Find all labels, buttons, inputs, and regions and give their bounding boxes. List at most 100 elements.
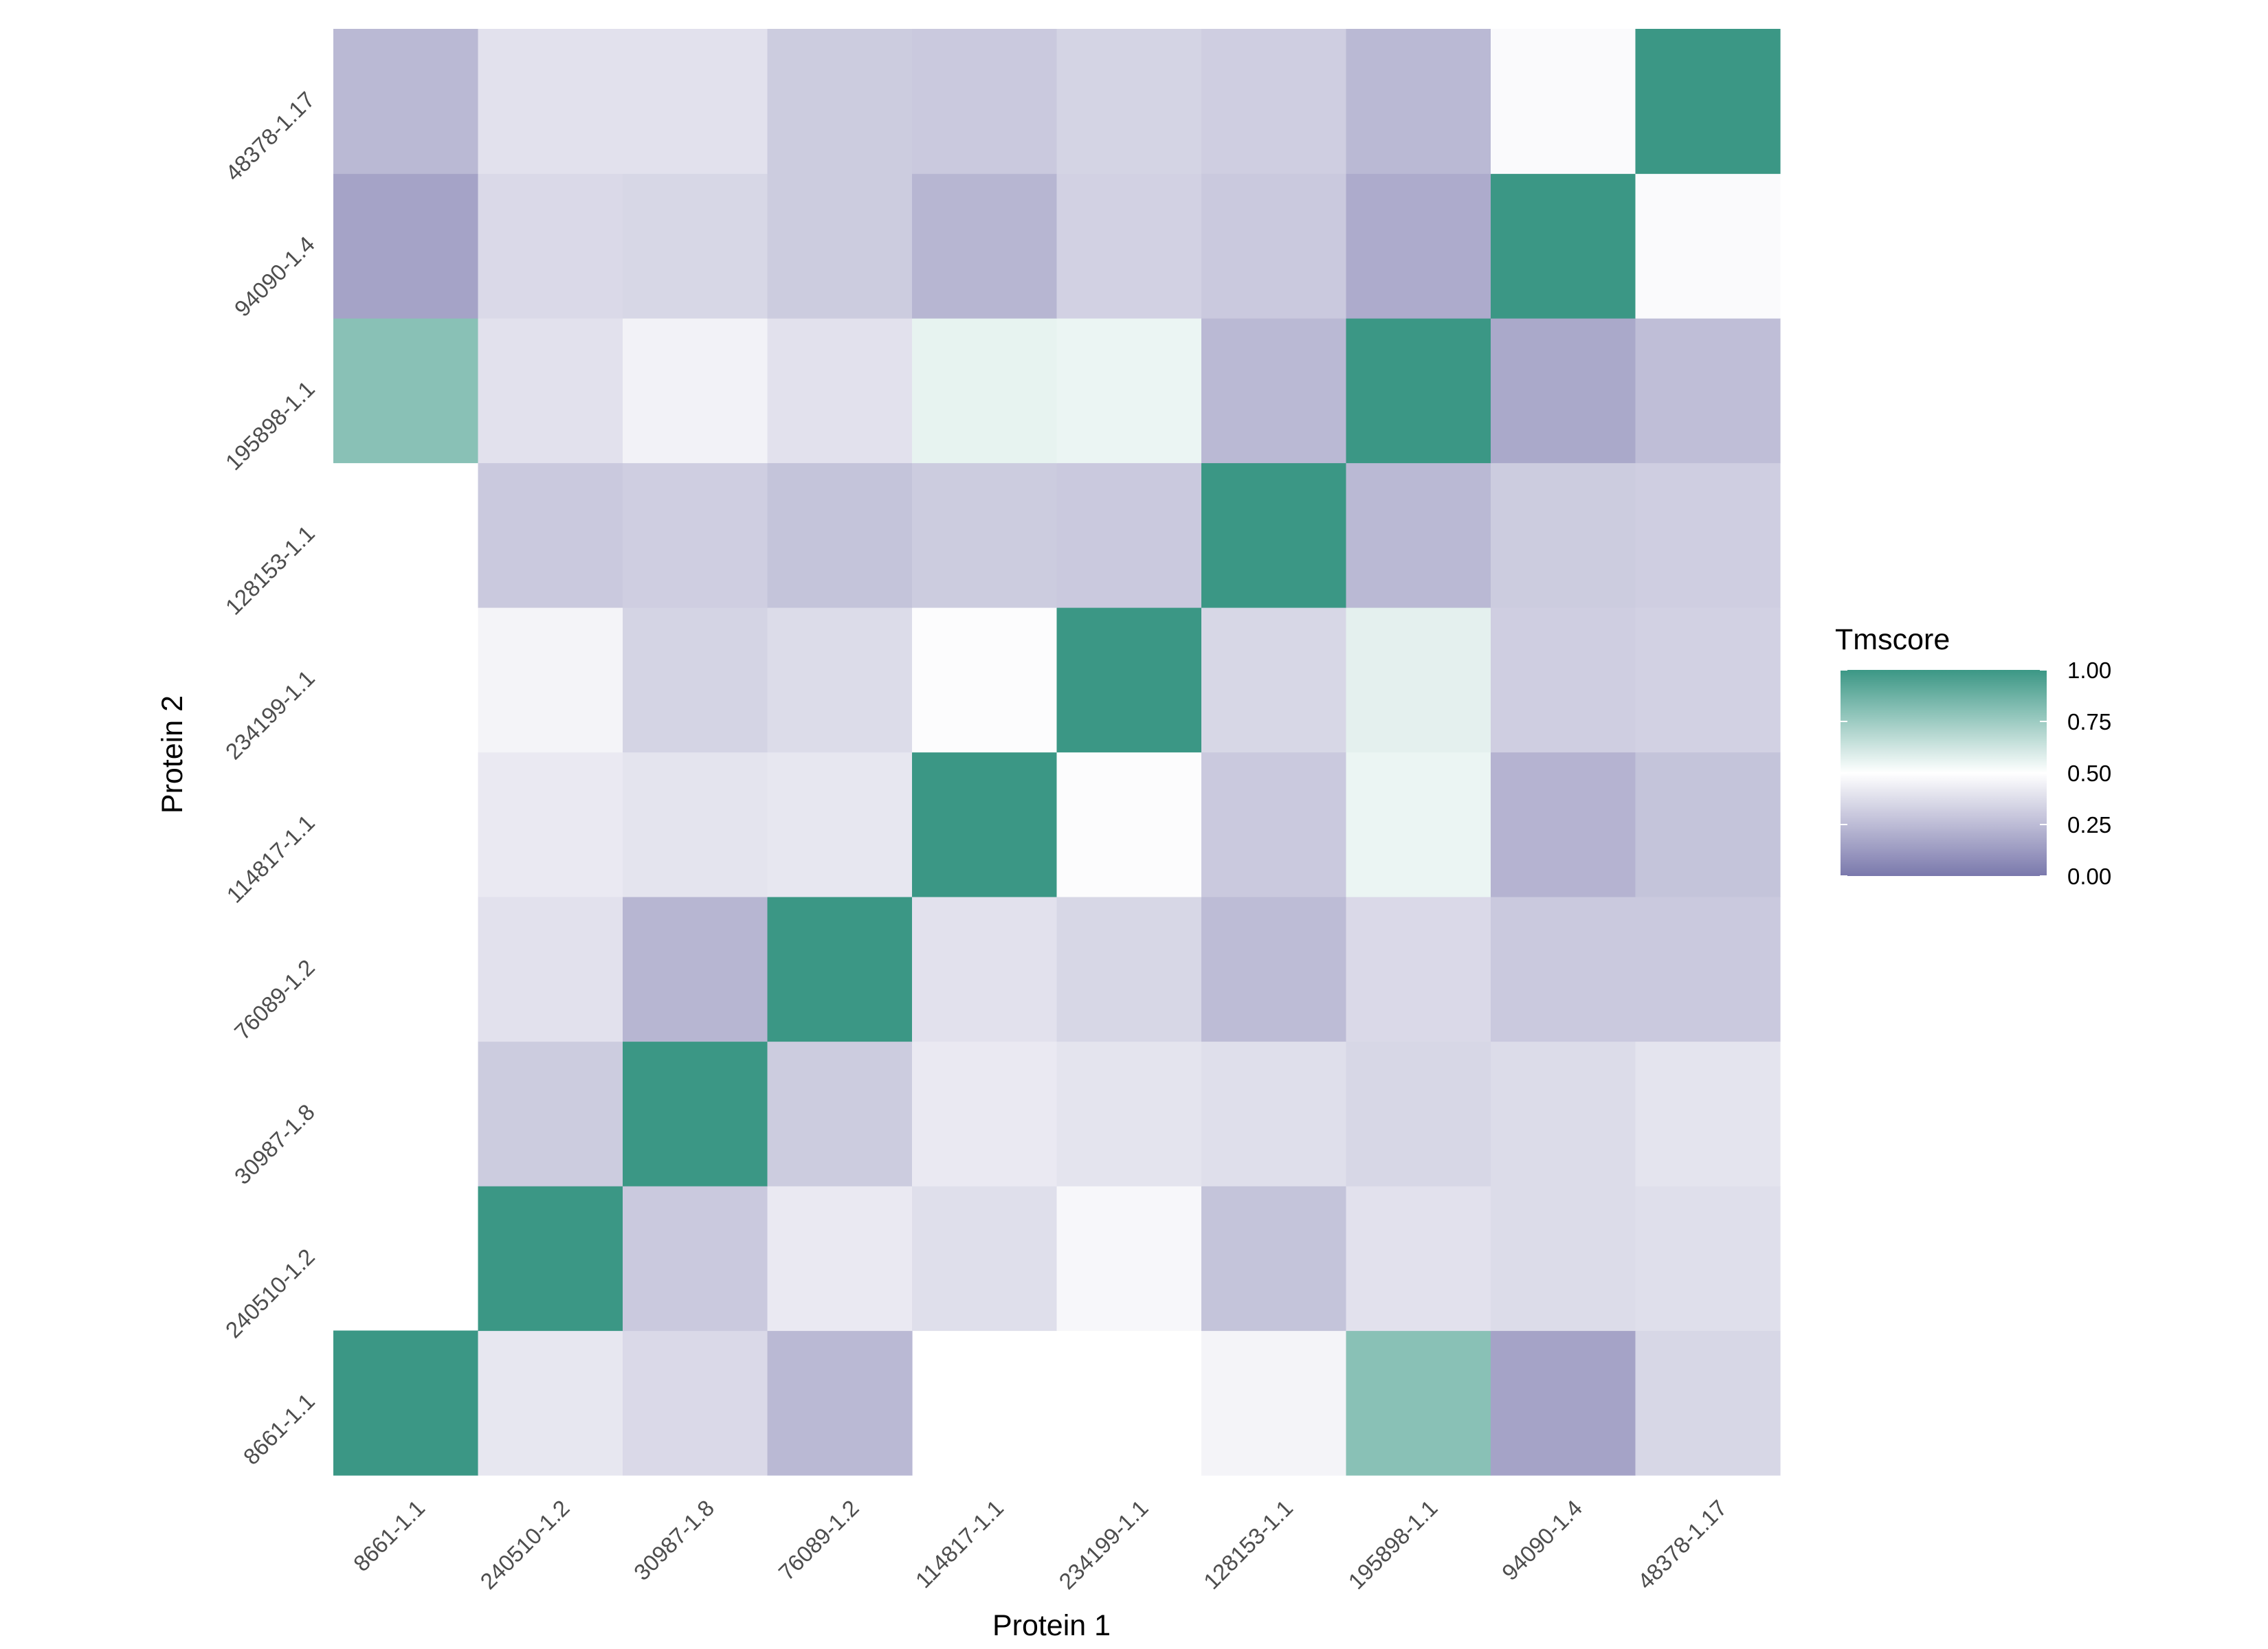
legend-ticks: 1.00 0.75 0.50 0.25 0.00 [1841, 658, 2111, 889]
heatmap-cell [623, 1041, 768, 1187]
heatmap-cell [623, 1330, 768, 1476]
heatmap-cell [1491, 318, 1636, 464]
heatmap-cell [1635, 897, 1781, 1042]
heatmap-cell [1201, 607, 1347, 753]
x-tick-label: 195898-1.1 [1343, 1495, 1442, 1594]
heatmap-cell [1635, 318, 1781, 464]
heatmap-cell [767, 318, 913, 464]
heatmap-cell [767, 173, 913, 319]
heatmap-cell [478, 897, 623, 1042]
heatmap-cell [1056, 897, 1202, 1042]
heatmap-cell [623, 29, 768, 175]
heatmap-cell [478, 752, 623, 897]
legend-title: Tmscore [1835, 623, 1950, 656]
heatmap-cell [1056, 752, 1202, 897]
y-tick-label: 48378-1.17 [221, 87, 320, 186]
heatmap-cell [1056, 1186, 1202, 1332]
heatmap-cell [1491, 1330, 1636, 1476]
heatmap-cell [333, 29, 479, 175]
x-tick-label: 30987-1.8 [629, 1495, 719, 1585]
heatmap-cell [1635, 1330, 1781, 1476]
heatmap-cell [912, 752, 1058, 897]
heatmap-cell [478, 1186, 623, 1332]
heatmap-cell [333, 1330, 479, 1476]
legend-tick-label: 0.50 [2067, 761, 2111, 786]
heatmap-cell [1346, 29, 1491, 175]
heatmap-cell [1346, 1186, 1491, 1332]
heatmap-cell [912, 318, 1058, 464]
heatmap-cell [623, 318, 768, 464]
heatmap-cell [333, 318, 479, 464]
legend-tick-label: 0.00 [2067, 864, 2111, 889]
heatmap-cell [1056, 462, 1202, 608]
heatmap-cell [1635, 1041, 1781, 1187]
x-tick-label: 114817-1.1 [911, 1495, 1009, 1593]
heatmap-cell [912, 607, 1058, 753]
heatmap-cell [478, 1330, 623, 1476]
heatmap-cell [1346, 752, 1491, 897]
heatmap-cell [1346, 607, 1491, 753]
x-tick-label: 234199-1.1 [1054, 1495, 1153, 1594]
x-tick-label: 76089-1.2 [773, 1495, 863, 1585]
heatmap-cells [333, 29, 1781, 1476]
heatmap-cell [623, 897, 768, 1042]
heatmap-cell [1201, 29, 1347, 175]
y-tick-label: 128153-1.1 [221, 521, 320, 620]
heatmap-cell [1491, 752, 1636, 897]
heatmap-cell [767, 607, 913, 753]
heatmap-cell [1056, 318, 1202, 464]
heatmap-cell [1491, 462, 1636, 608]
heatmap-cell [912, 173, 1058, 319]
heatmap-cell [767, 1041, 913, 1187]
heatmap-cell [1491, 29, 1636, 175]
x-tick-label: 94090-1.4 [1497, 1495, 1587, 1585]
heatmap-cell [1056, 29, 1202, 175]
heatmap-cell [1201, 318, 1347, 464]
heatmap-cell [912, 897, 1058, 1042]
heatmap-cell [1056, 1041, 1202, 1187]
heatmap-cell [1635, 173, 1781, 319]
y-tick-label: 94090-1.4 [230, 232, 320, 322]
heatmap-cell [1056, 607, 1202, 753]
legend-tick-label: 0.75 [2067, 709, 2111, 734]
heatmap-cell [1346, 1330, 1491, 1476]
legend-tick-label: 0.25 [2067, 812, 2111, 838]
heatmap-cell [1056, 173, 1202, 319]
heatmap-cell [1491, 607, 1636, 753]
heatmap-cell [1346, 173, 1491, 319]
heatmap-cell [623, 462, 768, 608]
y-tick-label: 30987-1.8 [230, 1099, 320, 1189]
heatmap-cell [767, 1186, 913, 1332]
x-tick-label: 128153-1.1 [1199, 1495, 1298, 1594]
heatmap-cell [623, 1186, 768, 1332]
heatmap-cell [767, 29, 913, 175]
heatmap-cell [1635, 1186, 1781, 1332]
heatmap-cell [1491, 173, 1636, 319]
heatmap-cell [478, 1041, 623, 1187]
x-axis-title: Protein 1 [992, 1609, 1111, 1642]
heatmap-cell [478, 29, 623, 175]
x-tick-label: 8661-1.1 [348, 1495, 430, 1576]
heatmap-cell [623, 752, 768, 897]
heatmap-cell [1201, 752, 1347, 897]
heatmap-cell [912, 462, 1058, 608]
heatmap-cell [478, 318, 623, 464]
heatmap-cell [1635, 752, 1781, 897]
heatmap-cell [912, 29, 1058, 175]
heatmap-cell [1346, 318, 1491, 464]
heatmap-cell [767, 752, 913, 897]
heatmap-cell [1491, 897, 1636, 1042]
heatmap-cell [912, 1041, 1058, 1187]
y-tick-label: 240510-1.2 [221, 1244, 320, 1343]
y-tick-label: 8661-1.1 [238, 1389, 320, 1470]
y-axis-ticks: 8661-1.1 240510-1.2 30987-1.8 76089-1.2 1148… [221, 87, 320, 1470]
heatmap-cell [333, 173, 479, 319]
heatmap-cell [478, 173, 623, 319]
heatmap-cell [1635, 29, 1781, 175]
heatmap-cell [1201, 897, 1347, 1042]
x-tick-label: 240510-1.2 [475, 1495, 574, 1594]
heatmap-cell [767, 1330, 913, 1476]
heatmap-cell [1201, 1186, 1347, 1332]
y-tick-label: 114817-1.1 [221, 810, 320, 908]
legend-tick-label: 1.00 [2067, 658, 2111, 683]
